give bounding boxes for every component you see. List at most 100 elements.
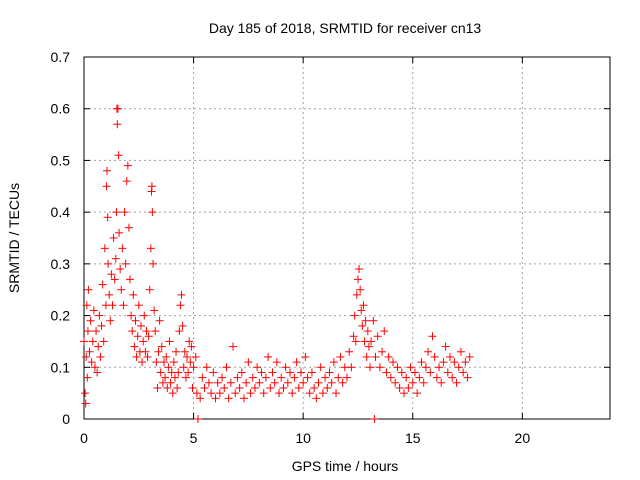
- data-point: [229, 342, 238, 351]
- data-point: [441, 342, 450, 351]
- data-point: [312, 394, 321, 403]
- data-point: [151, 327, 160, 336]
- data-point: [157, 342, 166, 351]
- data-point: [134, 301, 143, 310]
- data-point: [123, 161, 132, 170]
- data-point: [179, 363, 188, 372]
- data-point: [370, 415, 379, 423]
- data-point: [294, 383, 303, 392]
- y-axis-label: SRMTID / TECUs: [6, 183, 22, 293]
- data-point: [202, 363, 211, 372]
- data-point: [113, 120, 122, 129]
- data-point: [218, 373, 227, 382]
- data-point: [178, 321, 187, 330]
- data-point: [168, 389, 177, 398]
- data-point: [408, 378, 417, 387]
- data-point: [80, 337, 88, 346]
- x-axis-label: GPS time / hours: [292, 458, 399, 474]
- y-tick-label: 0.3: [51, 256, 71, 272]
- data-point: [410, 368, 419, 377]
- data-point: [266, 383, 275, 392]
- y-tick-label: 0.4: [51, 204, 71, 220]
- data-point: [430, 352, 439, 361]
- y-tick-label: 0.5: [51, 152, 71, 168]
- data-points: [80, 104, 474, 423]
- data-point: [117, 285, 126, 294]
- data-point: [150, 306, 159, 315]
- data-point: [318, 389, 327, 398]
- data-point: [369, 316, 378, 325]
- data-point: [465, 352, 474, 361]
- data-point: [259, 389, 268, 398]
- data-point: [181, 373, 190, 382]
- data-point: [362, 352, 371, 361]
- data-point: [164, 363, 173, 372]
- data-point: [139, 337, 148, 346]
- data-point: [389, 358, 398, 367]
- data-point: [89, 306, 98, 315]
- data-point: [114, 151, 123, 160]
- data-point: [248, 373, 257, 382]
- axis-ticks: 0 5 10 15 20 0 0.1 0.2 0.3 0.4 0.5 0.6 0.7: [51, 49, 610, 446]
- data-point: [144, 332, 153, 341]
- data-point: [323, 383, 332, 392]
- data-point: [106, 316, 115, 325]
- data-point: [314, 378, 323, 387]
- data-point: [443, 368, 452, 377]
- data-point: [358, 321, 367, 330]
- data-point: [448, 373, 457, 382]
- data-point: [268, 368, 277, 377]
- data-point: [338, 378, 347, 387]
- data-point: [132, 352, 141, 361]
- data-point: [307, 368, 316, 377]
- data-point: [424, 347, 433, 356]
- data-point: [198, 373, 207, 382]
- data-point: [81, 399, 90, 408]
- data-point: [97, 321, 106, 330]
- data-point: [283, 378, 292, 387]
- data-point: [141, 347, 150, 356]
- data-point: [450, 358, 459, 367]
- data-point: [345, 347, 354, 356]
- data-point: [175, 327, 184, 336]
- data-point: [382, 368, 391, 377]
- data-point: [452, 378, 461, 387]
- data-point: [215, 389, 224, 398]
- data-point: [193, 415, 202, 423]
- data-point: [415, 373, 424, 382]
- data-point: [111, 254, 120, 263]
- data-point: [99, 337, 108, 346]
- data-point: [386, 373, 395, 382]
- data-point: [138, 358, 147, 367]
- data-point: [231, 389, 240, 398]
- data-point: [233, 373, 242, 382]
- data-point: [325, 368, 334, 377]
- data-point: [380, 327, 389, 336]
- data-point: [102, 182, 111, 191]
- data-point: [188, 383, 197, 392]
- data-point: [122, 177, 131, 186]
- data-point: [355, 265, 364, 274]
- data-point: [121, 259, 130, 268]
- data-point: [272, 358, 281, 367]
- data-point: [332, 389, 341, 398]
- data-point: [103, 213, 112, 222]
- grid-lines: [84, 57, 610, 419]
- data-point: [86, 316, 95, 325]
- data-point: [461, 358, 470, 367]
- data-point: [142, 327, 151, 336]
- data-point: [253, 363, 262, 372]
- data-point: [207, 389, 216, 398]
- data-point: [224, 394, 233, 403]
- data-point: [439, 358, 448, 367]
- data-point: [83, 327, 92, 336]
- data-point: [437, 378, 446, 387]
- data-point: [113, 104, 122, 113]
- data-point: [204, 378, 213, 387]
- data-point: [235, 383, 244, 392]
- data-point: [82, 352, 91, 361]
- x-tick-label: 10: [295, 430, 311, 446]
- data-point: [277, 373, 286, 382]
- data-point: [170, 373, 179, 382]
- data-point: [316, 363, 325, 372]
